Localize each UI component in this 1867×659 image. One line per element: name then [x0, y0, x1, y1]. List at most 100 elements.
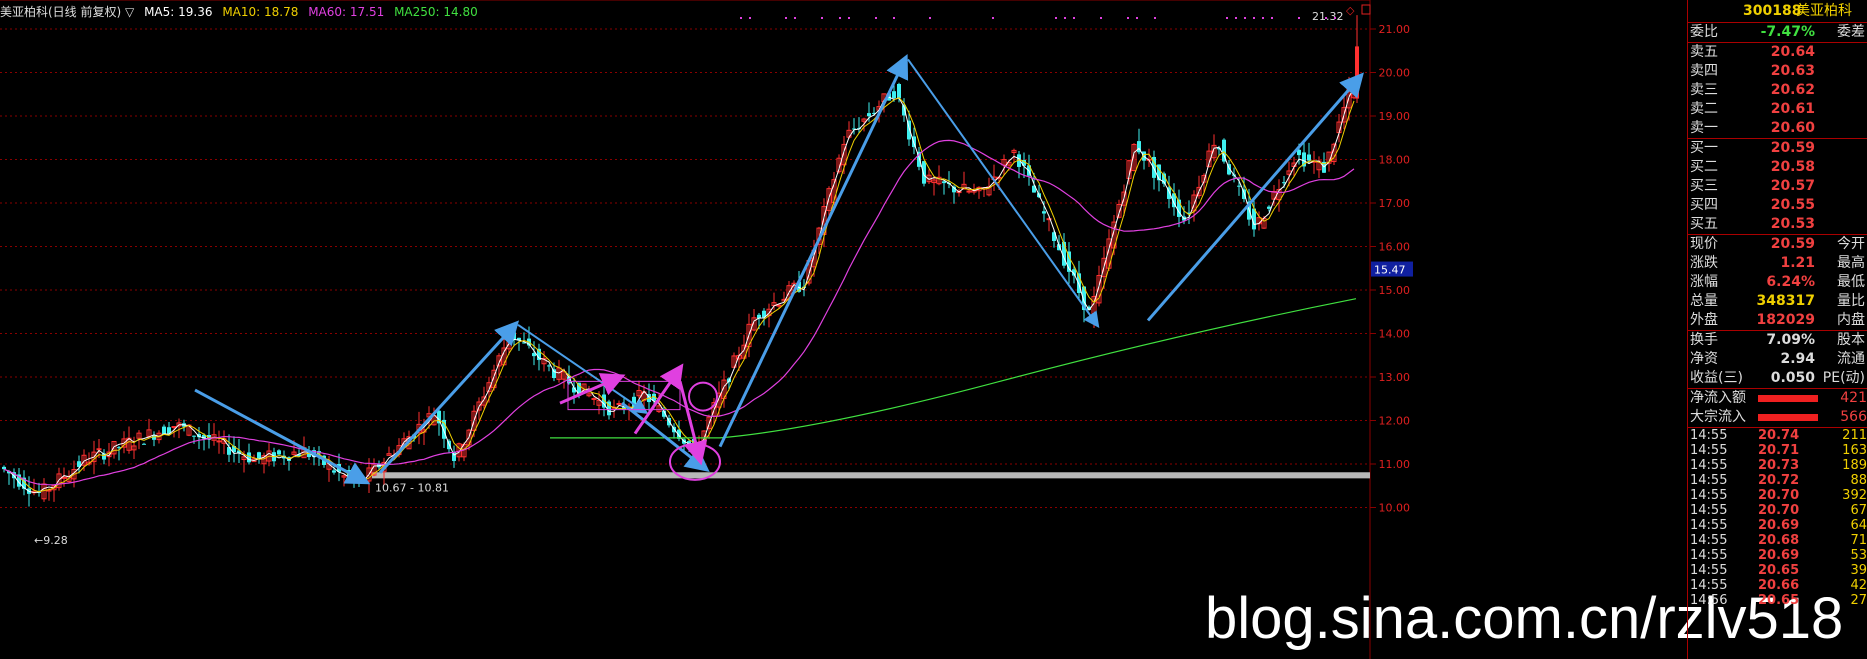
candle-body: [237, 450, 241, 454]
bid-label: 买一: [1690, 140, 1718, 156]
candle-body: [731, 355, 737, 368]
candle-body: [297, 454, 301, 457]
tick-row: 14:55 20.65 39: [1688, 563, 1867, 578]
signal-dot: [1334, 17, 1336, 19]
candle-body: [136, 432, 142, 439]
bid-price: 20.59: [1770, 140, 1815, 156]
signal-dot: [848, 17, 850, 19]
candle-body: [1022, 159, 1026, 166]
tick-price: 20.70: [1758, 488, 1800, 503]
candle-body: [1101, 257, 1107, 278]
tick-price: 20.69: [1758, 548, 1800, 563]
tick-time: 14:55: [1690, 563, 1728, 578]
signal-dot: [1073, 17, 1075, 19]
candle-body: [861, 118, 867, 122]
tick-volume: 88: [1850, 473, 1867, 488]
legend-ma250: MA250: 14.80: [394, 5, 478, 19]
tick-price: 20.70: [1758, 503, 1800, 518]
high-price-label: 21.32: [1312, 10, 1344, 23]
tick-volume: 163: [1842, 443, 1867, 458]
signal-dot: [1298, 17, 1300, 19]
bid-row: 买三 20.57: [1688, 177, 1867, 196]
tick-volume: 53: [1850, 548, 1867, 563]
candle-body: [1096, 275, 1102, 304]
stat2-row: 净资 2.94 流通: [1688, 350, 1867, 369]
candle-body: [496, 355, 502, 367]
signal-dot: [740, 17, 742, 19]
candle-body: [117, 447, 121, 449]
stat2-value: 2.94: [1780, 351, 1815, 367]
stat-label: 涨幅: [1690, 274, 1718, 290]
candle-body: [841, 143, 847, 166]
stat-row: 涨跌 1.21 最高: [1688, 254, 1867, 273]
stock-name: 美亚柏科: [1796, 3, 1852, 19]
candle-body: [852, 128, 856, 130]
tick-price: 20.66: [1758, 578, 1800, 593]
y-tick-label: 20.00: [1379, 67, 1411, 80]
candle-body: [961, 183, 967, 190]
ask-row: 卖二 20.61: [1688, 100, 1867, 119]
candle-body: [1011, 149, 1017, 153]
candle-body: [471, 410, 477, 431]
trend-arrow: [907, 58, 1100, 329]
candle-body: [532, 353, 536, 357]
candle-body: [307, 450, 311, 457]
tick-price: 20.71: [1758, 443, 1800, 458]
signal-dot: [1064, 17, 1066, 19]
diamond-icon: ◇: [1346, 4, 1355, 17]
bid-price: 20.55: [1770, 197, 1815, 213]
flow-value: 566: [1840, 409, 1867, 425]
candle-body: [917, 151, 921, 167]
ask-price: 20.64: [1770, 44, 1815, 60]
kline-chart[interactable]: 21.00 20.00 19.00 18.00 17.00 16.00 15.00 14.00…: [0, 0, 1687, 659]
signal-dot: [1235, 17, 1237, 19]
y-tick-label: 16.00: [1379, 241, 1411, 254]
candle-body: [1307, 154, 1311, 161]
candle-body: [282, 455, 286, 459]
ask-label: 卖五: [1690, 44, 1718, 60]
stat-value: 1.21: [1780, 255, 1815, 271]
ask-label: 卖二: [1690, 101, 1718, 117]
stat-row: 现价 20.59 今开: [1688, 235, 1867, 254]
candle-body: [77, 461, 81, 467]
stat-value: 6.24%: [1766, 274, 1815, 290]
candle-body: [541, 358, 547, 365]
tick-time: 14:55: [1690, 443, 1728, 458]
ask-label: 卖一: [1690, 120, 1718, 136]
candle-body: [1131, 143, 1137, 172]
signal-dot: [821, 17, 823, 19]
flow-row: 大宗流入 566: [1688, 408, 1867, 427]
tick-price: 20.72: [1758, 473, 1800, 488]
candle-body: [1116, 203, 1122, 218]
candle-body: [486, 382, 492, 392]
current-price-box: [1371, 261, 1413, 277]
candle-body: [1032, 185, 1036, 193]
flow-row: 净流入额 421: [1688, 389, 1867, 408]
candle-body: [232, 446, 236, 453]
candle-body: [1206, 150, 1212, 168]
support-band: [372, 472, 1370, 479]
candle-body: [197, 434, 201, 438]
bid-row: 买四 20.55: [1688, 196, 1867, 215]
signal-dot: [1127, 17, 1129, 19]
stat-label: 现价: [1690, 236, 1718, 252]
signal-dot: [1262, 17, 1264, 19]
bid-row: 买二 20.58: [1688, 158, 1867, 177]
flow-value: 421: [1840, 390, 1867, 406]
candle-body: [146, 429, 152, 437]
y-tick-label: 11.00: [1379, 458, 1411, 471]
weibi-label: 委比: [1690, 24, 1718, 40]
candle-body: [826, 188, 832, 211]
tick-volume: 211: [1842, 428, 1867, 443]
candle-body: [56, 473, 62, 489]
y-tick-label: 12.00: [1379, 415, 1411, 428]
stat2-right-label: 流通: [1837, 351, 1865, 367]
trend-arrow: [517, 323, 649, 415]
candle-body: [561, 371, 567, 380]
candle-body: [591, 397, 597, 400]
legend-ma60: MA60: 17.51: [308, 5, 385, 19]
candle-body: [607, 401, 611, 416]
stat-value: 20.59: [1770, 236, 1815, 252]
tick-row: 14:55 20.69 53: [1688, 548, 1867, 563]
